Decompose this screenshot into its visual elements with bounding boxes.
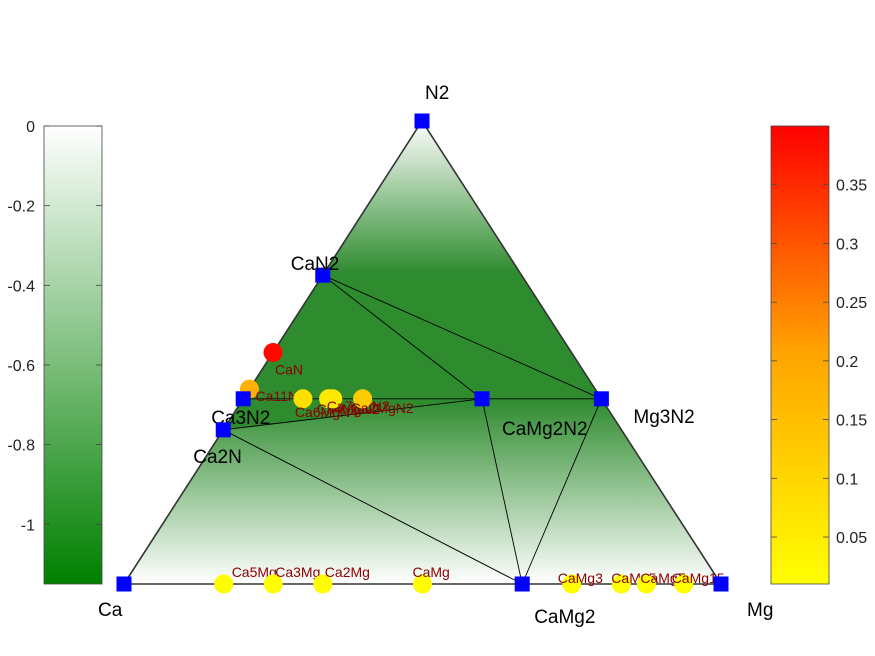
unstable-marker-camg15[interactable] [674,574,694,594]
unstable-marker-can[interactable] [263,343,283,362]
unstable-label-can: CaN [275,362,303,378]
tie-line-ca2n-camg2 [223,429,523,585]
stable-label-ca: Ca [98,600,123,621]
unstable-label-camg3: CaMg3 [558,570,603,586]
hull-fill [124,121,721,584]
hull-region-top [322,121,602,399]
unstable-phases: CaNCa11N8Ca6MgN4Ca4MgN2Ca7MgN2Ca2MgN2Ca5… [214,343,725,594]
colorbar-right: 0.35 0.3 0.25 0.2 0.15 0.1 0.05 [770,125,867,585]
colorbar-right-tick-label: 0.1 [836,471,858,488]
colorbar-right-tick-label: 0.25 [836,295,867,312]
stable-marker-ca3n2[interactable] [235,391,251,407]
colorbar-right-tick-label: 0.35 [836,178,867,195]
unstable-marker-ca2mgn2[interactable] [353,389,373,409]
colorbar-right-tick-label: 0.15 [836,413,867,430]
tie-line-camg2n2-camg2 [481,398,523,585]
tie-line-can2-mg3n2 [322,274,602,400]
unstable-label-ca11n8: Ca11N8 [255,388,306,404]
stable-label-can2: CaN2 [291,254,340,275]
unstable-marker-ca3mg[interactable] [263,574,283,594]
unstable-marker-ca7mgn2[interactable] [323,389,343,409]
colorbar-left-bar [43,125,103,585]
stable-marker-ca[interactable] [116,576,132,592]
stable-label-mg3n2: Mg3N2 [633,407,694,428]
unstable-marker-ca2mg[interactable] [313,574,333,594]
tie-line-mg3n2-camg2 [521,398,602,585]
tie-line-can2-camg2n2 [322,274,483,400]
unstable-label-ca2mgn2: Ca2MgN2 [351,400,414,416]
colorbar-right-tick-label: 0.2 [836,354,858,371]
unstable-label-ca3mg: Ca3Mg [275,564,320,580]
unstable-label-ca5mg: Ca5Mg [232,564,277,580]
stable-marker-camg2n2[interactable] [474,391,490,407]
colorbar-right-bar [770,125,830,585]
hull-region-bottom [124,398,721,584]
unstable-marker-camg[interactable] [413,574,432,594]
colorbar-left-tick-label: -1 [21,517,35,534]
colorbar-left-tick-label: -0.4 [7,278,35,295]
unstable-label-camg: CaMg [413,564,450,580]
stable-label-n2: N2 [425,83,449,104]
unstable-label-camg15: CaMg15 [672,570,725,586]
colorbar-right-tick-label: 0.3 [836,236,858,253]
stable-marker-mg3n2[interactable] [593,391,609,407]
colorbar-left: 0 -0.2 -0.4 -0.6 -0.8 -1 [7,119,103,585]
stable-label-mg: Mg [747,600,773,621]
stable-marker-ca2n[interactable] [215,422,231,438]
colorbar-left-tick-label: -0.8 [7,438,35,455]
unstable-marker-camg7[interactable] [636,574,656,594]
unstable-label-ca2mg: Ca2Mg [325,564,370,580]
unstable-label-ca6mgn4: Ca6MgN4 [295,404,358,420]
unstable-marker-camg3[interactable] [562,574,582,594]
stable-label-camg2n2: CaMg2N2 [502,419,588,440]
unstable-label-camg7: CaMg7 [640,570,685,586]
colorbar-left-tick-label: -0.2 [7,199,35,216]
colorbar-left-tick-label: 0 [26,119,35,136]
stable-marker-camg2[interactable] [514,576,530,592]
colorbar-right-tick-label: 0.05 [836,530,867,547]
stable-marker-can2[interactable] [315,267,331,283]
stable-label-camg2: CaMg2 [534,607,595,628]
unstable-marker-camg5[interactable] [611,574,631,594]
tie-line-ca2n-camg2n2 [223,398,483,431]
unstable-marker-ca5mg[interactable] [214,574,234,594]
unstable-marker-ca6mgn4[interactable] [293,389,313,409]
stable-marker-n2[interactable] [414,113,430,129]
hull-region-middle [223,275,602,430]
stable-marker-mg[interactable] [713,576,729,592]
colorbar-left-tick-label: -0.6 [7,358,35,375]
stable-label-ca2n: Ca2N [193,447,242,468]
